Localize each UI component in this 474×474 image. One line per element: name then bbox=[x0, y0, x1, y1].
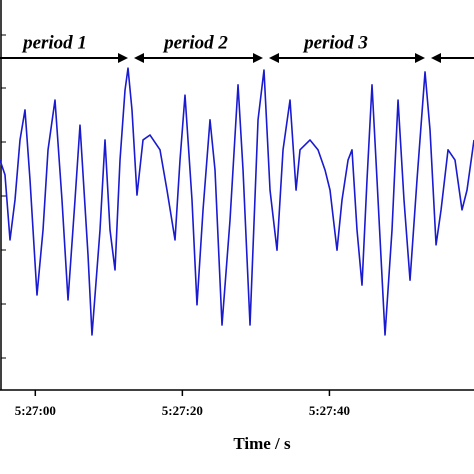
x-axis-title: Time / s bbox=[233, 434, 291, 453]
period-label: period 3 bbox=[302, 32, 368, 53]
period-arrows bbox=[0, 53, 474, 63]
signal-line bbox=[0, 67, 474, 336]
y-minor-ticks bbox=[1, 34, 6, 359]
x-tick-label: 5:27:20 bbox=[162, 403, 203, 418]
x-tick-label: 5:27:40 bbox=[309, 403, 350, 418]
period-label: period 2 bbox=[162, 32, 228, 53]
x-tick-label: 5:27:00 bbox=[15, 403, 56, 418]
period-label: period 1 bbox=[21, 32, 87, 53]
